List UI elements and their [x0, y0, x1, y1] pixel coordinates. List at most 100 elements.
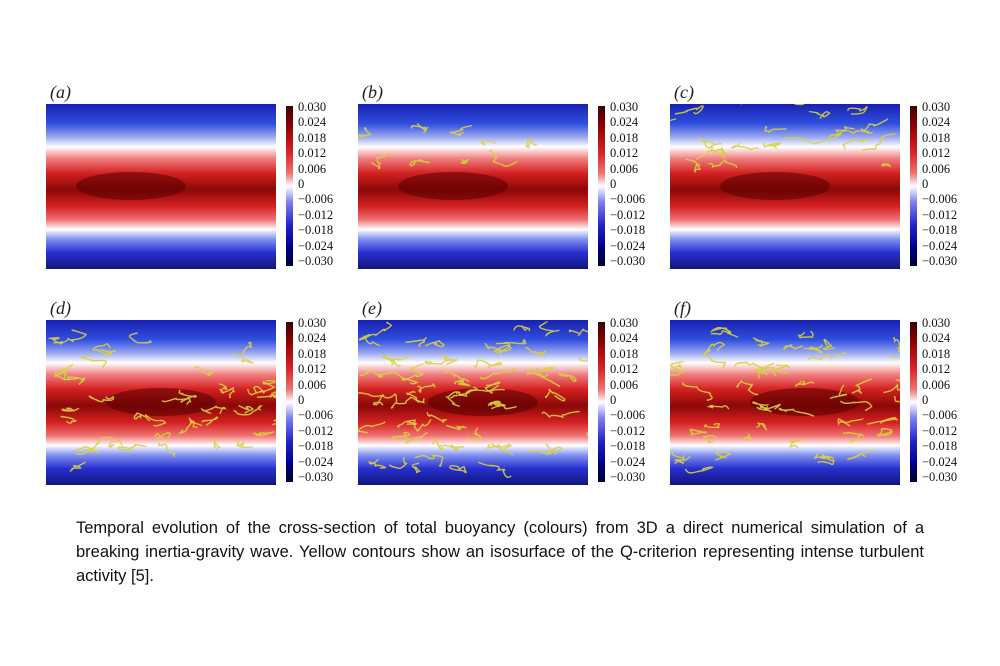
- q-criterion-contour: [108, 439, 124, 448]
- q-criterion-contour: [702, 349, 727, 369]
- q-criterion-contour: [92, 343, 111, 357]
- q-criterion-contour: [450, 386, 479, 399]
- q-criterion-contour: [401, 362, 424, 381]
- colorbar-tick-label: 0.030: [922, 316, 951, 330]
- q-criterion-contour: [525, 346, 546, 358]
- q-criterion-contour: [358, 127, 372, 138]
- colorbar-tick-label: 0: [922, 393, 929, 407]
- q-criterion-contour: [706, 404, 730, 410]
- q-criterion-contour: [730, 142, 760, 151]
- q-criterion-contour: [484, 381, 505, 394]
- colorbar-tick-label: 0.006: [610, 161, 639, 176]
- colorbar-tick-label: −0.012: [610, 423, 646, 438]
- q-criterion-contour: [128, 332, 152, 344]
- q-criterion-contour: [411, 462, 421, 474]
- q-criterion-contour: [431, 438, 444, 452]
- q-criterion-contour: [703, 422, 721, 429]
- q-criterion-contour: [696, 149, 727, 161]
- colorbar-tick-label: 0.018: [610, 346, 639, 361]
- q-criterion-contour: [538, 321, 560, 338]
- q-criterion-contour: [709, 326, 732, 335]
- colorbar: [598, 322, 605, 482]
- q-criterion-contour: [442, 444, 465, 452]
- colorbar-tick-label: 0.024: [922, 331, 951, 346]
- q-criterion-contour: [178, 421, 203, 435]
- q-criterion-contour: [893, 336, 900, 353]
- colorbar-tick-label: −0.006: [610, 408, 646, 423]
- q-criterion-contour: [144, 413, 167, 427]
- buoyancy-core: [720, 172, 830, 200]
- q-criterion-contour: [674, 455, 691, 465]
- q-criterion-contour: [405, 336, 427, 348]
- buoyancy-core: [428, 388, 538, 416]
- colorbar-tick-label: 0.018: [922, 346, 951, 361]
- q-criterion-contour: [814, 453, 834, 460]
- q-criterion-contour: [449, 465, 467, 474]
- q-criterion-contour: [764, 126, 787, 133]
- q-criterion-contour: [736, 379, 759, 396]
- colorbar-tick-label: 0.012: [922, 362, 951, 377]
- q-criterion-contour: [154, 432, 171, 440]
- q-criterion-contour: [682, 381, 713, 401]
- buoyancy-core: [750, 388, 860, 416]
- q-criterion-contour: [788, 438, 804, 449]
- colorbar-tick-label: 0.012: [610, 362, 639, 377]
- q-criterion-contour: [69, 461, 86, 473]
- q-criterion-contour: [710, 330, 739, 338]
- q-criterion-contour: [829, 384, 848, 400]
- colorbar-tick-label: −0.030: [610, 470, 646, 484]
- q-criterion-contour: [847, 449, 874, 460]
- colorbar-tick-label: −0.024: [922, 454, 958, 469]
- q-criterion-contour: [416, 383, 436, 393]
- q-criterion-contour: [670, 363, 682, 372]
- q-criterion-contour: [756, 405, 772, 413]
- q-criterion-contour: [798, 330, 814, 339]
- q-criterion-contour: [743, 432, 754, 442]
- colorbar-tick-label: −0.018: [610, 439, 646, 454]
- q-criterion-contour: [689, 428, 707, 436]
- q-criterion-contour: [100, 348, 117, 356]
- q-criterion-contour: [397, 419, 417, 428]
- q-criterion-contour: [702, 435, 717, 444]
- colorbar-tick-label: 0.012: [922, 146, 951, 161]
- colorbar-tick-label: −0.012: [610, 207, 646, 222]
- q-criterion-contour: [488, 149, 518, 167]
- buoyancy-field-plot: [670, 320, 900, 485]
- colorbar-ticks: 0.030 0.024 0.018 0.012 0.006 0 −0.006 −0.012 −0…: [298, 317, 348, 487]
- q-criterion-contour: [795, 380, 814, 387]
- colorbar-tick-label: 0.006: [610, 377, 639, 392]
- q-criterion-contour: [53, 329, 88, 344]
- q-criterion-contour: [710, 146, 726, 155]
- q-criterion-contour: [525, 137, 538, 149]
- buoyancy-field-plot: [358, 104, 588, 269]
- colorbar-tick-label: 0.018: [922, 130, 951, 145]
- q-criterion-contour: [808, 352, 846, 361]
- colorbar-tick-label: −0.018: [922, 439, 958, 454]
- colorbar-tick-label: −0.006: [298, 192, 334, 207]
- q-criterion-contour: [734, 361, 775, 370]
- q-criterion-contour: [545, 388, 566, 402]
- colorbar-tick-label: −0.018: [610, 223, 646, 238]
- colorbar: [286, 106, 293, 266]
- q-criterion-contour: [513, 325, 531, 332]
- q-criterion-contour: [406, 418, 432, 432]
- q-criterion-contour: [233, 404, 263, 416]
- q-criterion-contour: [66, 376, 86, 385]
- colorbar-tick-label: 0: [298, 393, 305, 407]
- colorbar-tick-label: 0.012: [298, 146, 327, 161]
- q-criterion-contour: [496, 339, 527, 345]
- q-criterion-contour: [769, 364, 791, 377]
- colorbar-tick-label: 0.006: [922, 377, 951, 392]
- colorbar-tick-label: −0.018: [298, 439, 334, 454]
- q-criterion-contour: [847, 106, 868, 115]
- q-criterion-contour: [259, 379, 276, 393]
- q-criterion-contour: [238, 404, 255, 414]
- colorbar-tick-label: 0.030: [610, 100, 639, 114]
- colorbar-tick-label: 0.024: [610, 331, 639, 346]
- q-criterion-contour: [762, 142, 782, 150]
- q-criterion-contour: [685, 158, 701, 173]
- q-criterion-contour: [220, 386, 235, 399]
- q-criterion-contour: [842, 138, 869, 150]
- colorbar-tick-label: −0.024: [610, 454, 646, 469]
- q-criterion-contour: [445, 424, 467, 430]
